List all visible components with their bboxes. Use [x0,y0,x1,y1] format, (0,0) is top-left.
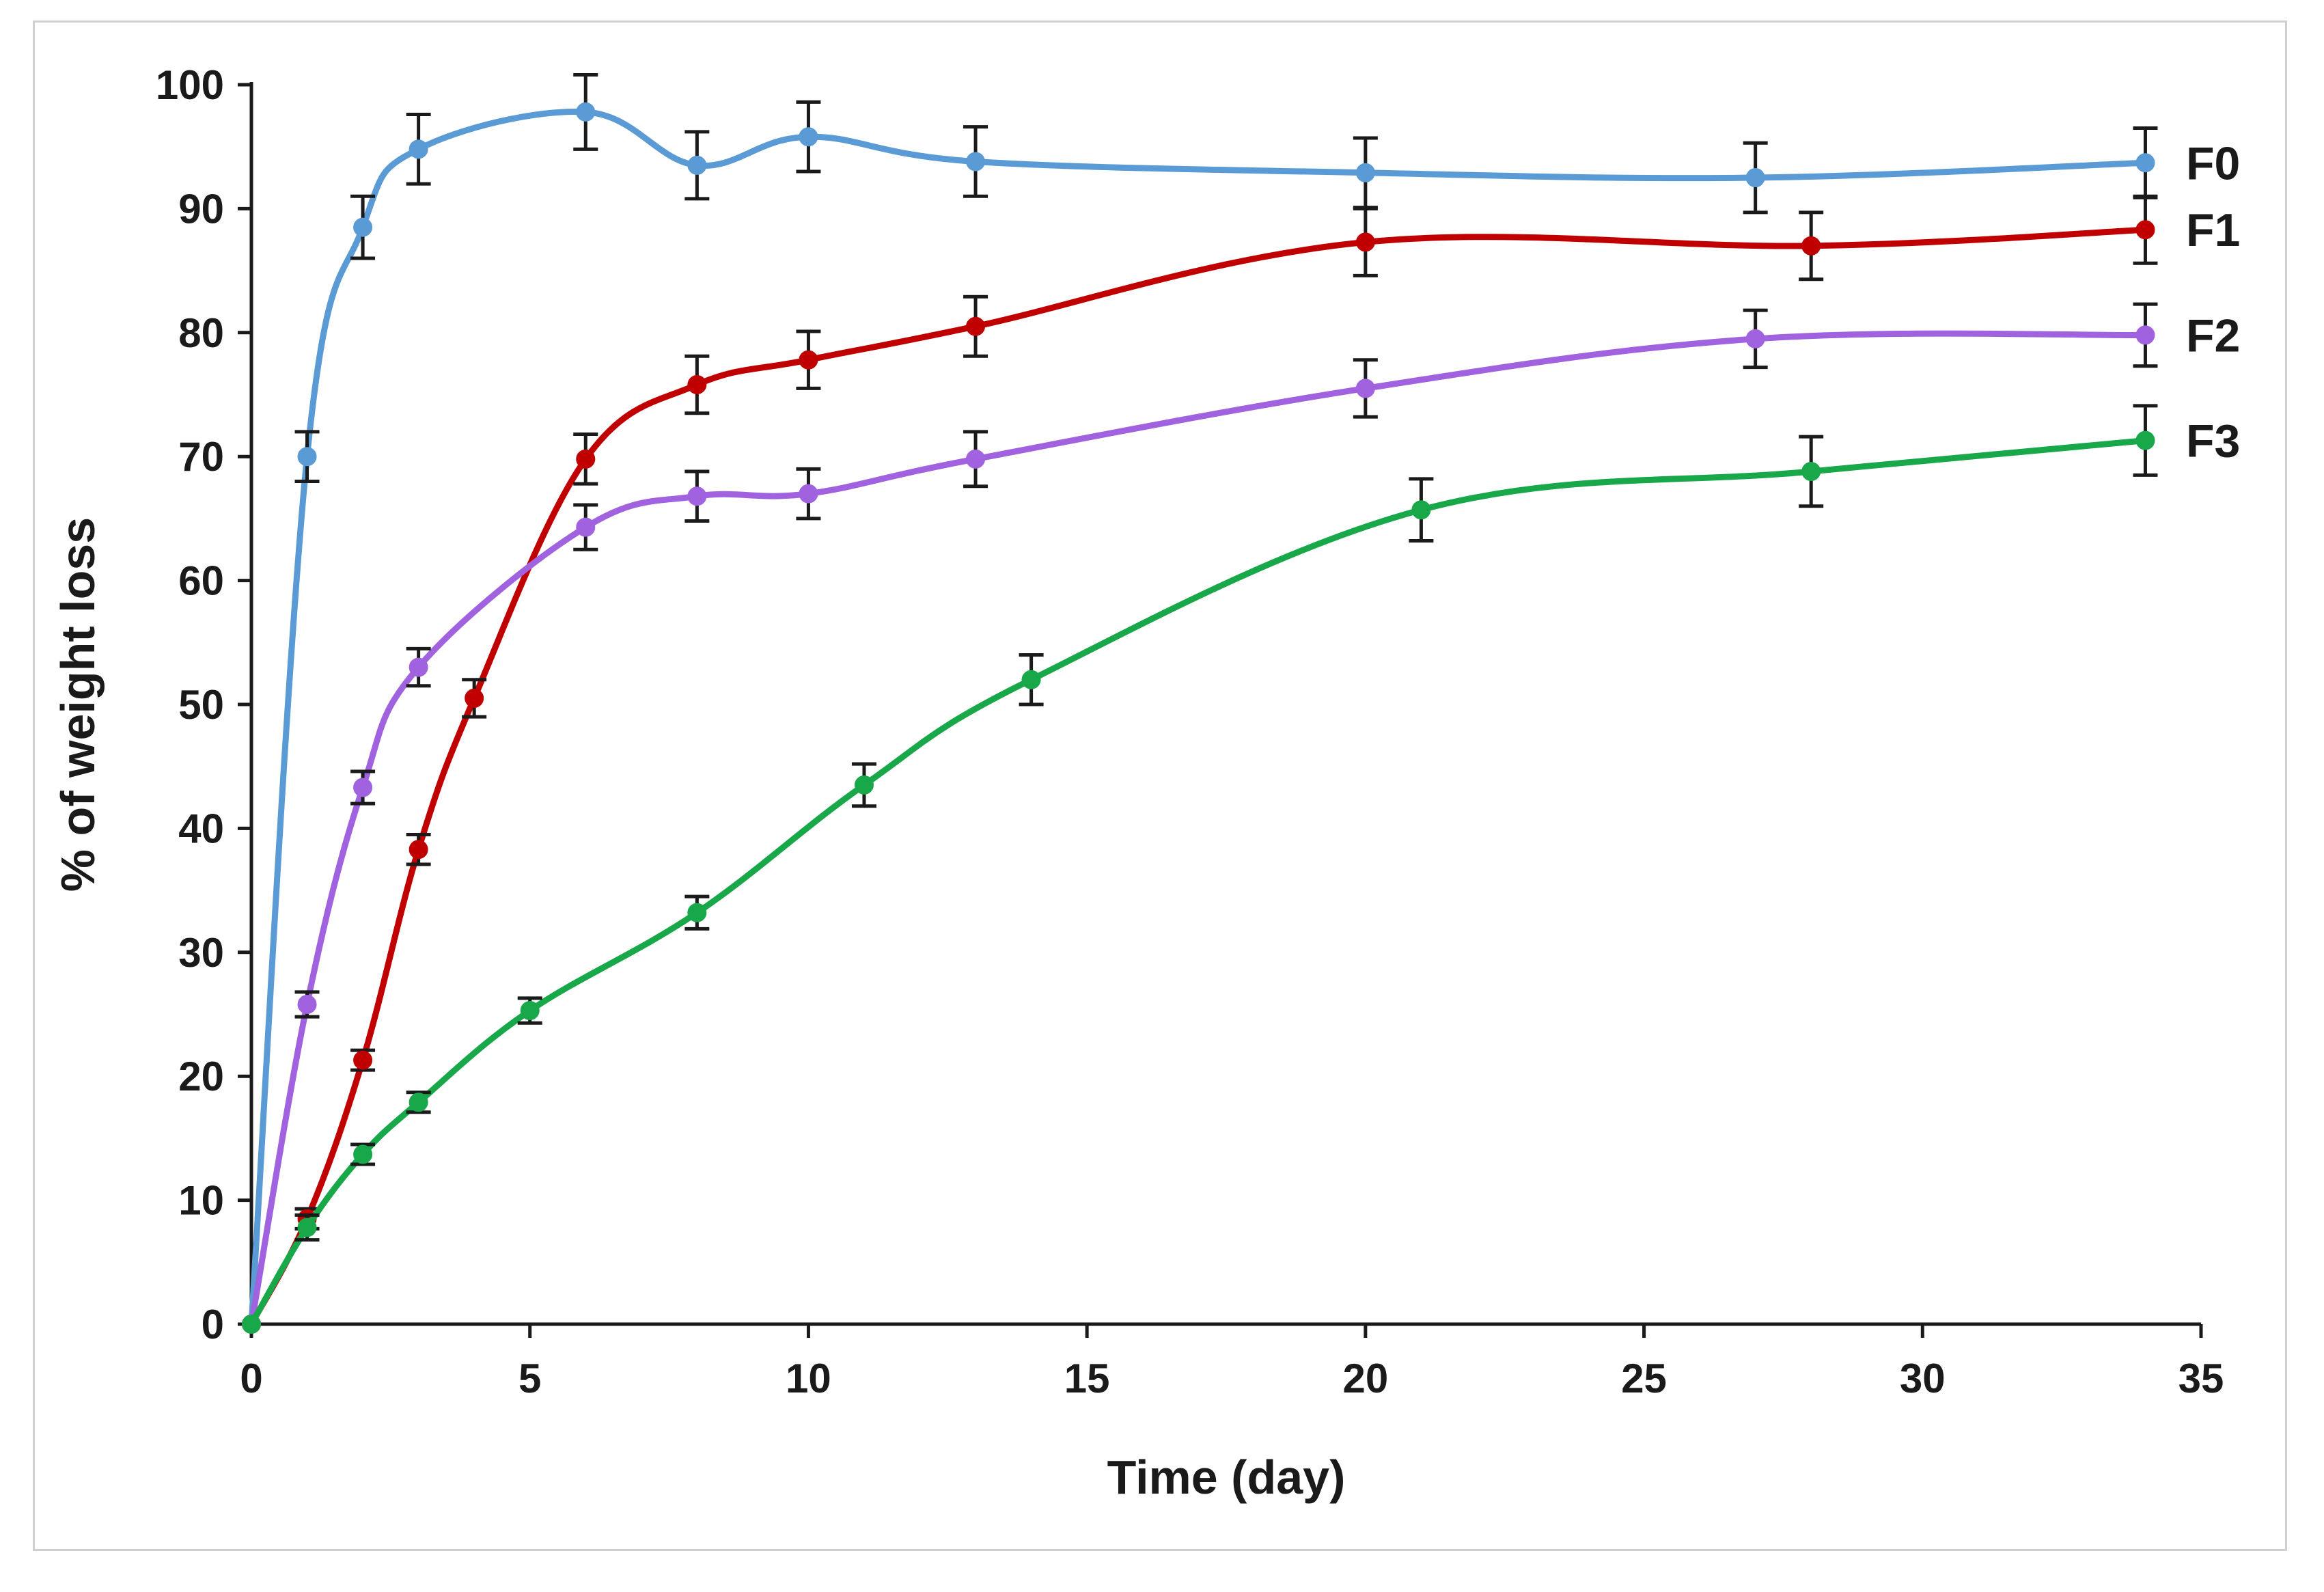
series-f1-line [248,226,2148,1328]
series-label-f0: F0 [2186,137,2240,189]
series-f1-point [966,316,986,336]
series-f3-line [248,437,2148,1328]
axes [249,82,2201,1326]
x-tick-label: 30 [1900,1356,1946,1401]
series-f3-point [1801,461,1821,481]
series-f0-point [1355,163,1375,182]
series-f1-point [353,1050,373,1070]
y-tick-label: 0 [202,1302,224,1347]
series-f2-point [687,486,707,506]
series-f2-point [353,778,373,797]
series-f2-point [576,517,596,537]
series-f3-point [687,903,707,922]
x-tick-label: 15 [1064,1356,1110,1401]
series-f0-point [966,152,986,171]
series-label-f2: F2 [2186,310,2240,361]
x-axis-title: Time (day) [1107,1451,1346,1504]
series-f3-point [854,775,874,795]
series-f2-point [1745,329,1765,348]
y-tick-label: 50 [178,682,224,728]
labels: F0 F1 F2 F3 [2186,137,2240,467]
series-label-f3: F3 [2186,415,2240,467]
series-f2-point [409,657,428,677]
series-f3-point [1411,500,1431,520]
series-f1-point [1355,232,1375,252]
series-f1-point [576,449,596,469]
series-f0-point [2135,153,2155,173]
series-f3-point [520,1001,540,1021]
series-f1-point [687,374,707,394]
x-tick-label: 25 [1621,1356,1667,1401]
series-f0-point [799,127,818,147]
series-f3-point [409,1093,428,1112]
series-f0-point [353,217,373,237]
series-f3-point [2135,430,2155,450]
ticks: 0 10 20 30 40 50 60 70 80 90 100 0 5 10 15 20 25 30 35 [156,62,2224,1401]
series-f1-point [1801,236,1821,256]
y-tick-label: 40 [178,806,224,851]
series-f1-point [409,840,428,860]
y-tick-label: 90 [178,186,224,232]
series-f1-point [465,688,484,708]
x-tick-label: 20 [1342,1356,1388,1401]
x-tick-label: 0 [240,1356,262,1401]
series-f1-point [799,350,818,370]
series-f3-point [242,1315,261,1334]
series-f3 [242,404,2158,1334]
series-f2-point [2135,325,2155,345]
series-f0 [242,72,2158,1334]
series-f1 [242,194,2158,1334]
series-f2-point [297,994,317,1014]
series-f0-point [297,447,317,467]
series-f0-point [687,155,707,175]
series-f0-point [1745,168,1765,188]
y-tick-label: 70 [178,434,224,480]
series-f0-line [248,108,2148,1328]
y-tick-label: 30 [178,930,224,976]
x-tick-label: 35 [2178,1356,2224,1401]
y-tick-label: 10 [178,1178,224,1224]
series-f3-point [1021,670,1041,689]
y-axis-title: % of weight loss [51,517,105,892]
y-tick-label: 20 [178,1054,224,1099]
series-f3-point [297,1218,317,1237]
y-tick-label: 80 [178,310,224,356]
chart-frame [33,20,2287,1551]
y-tick-label: 60 [178,558,224,604]
series-f2-point [799,484,818,504]
y-tick-label: 100 [156,62,224,108]
series-f1-point [2135,220,2155,240]
series-f2 [242,302,2158,1334]
series-f2-point [1355,379,1375,398]
series-label-f1: F1 [2186,204,2240,256]
series-f0-point [576,102,596,122]
series-f2-line [248,330,2148,1328]
series-f2-point [966,449,986,469]
series-f0-point [409,139,428,159]
series [242,72,2158,1334]
series-f3-point [353,1144,373,1164]
x-tick-label: 5 [518,1356,541,1401]
x-tick-label: 10 [786,1356,831,1401]
